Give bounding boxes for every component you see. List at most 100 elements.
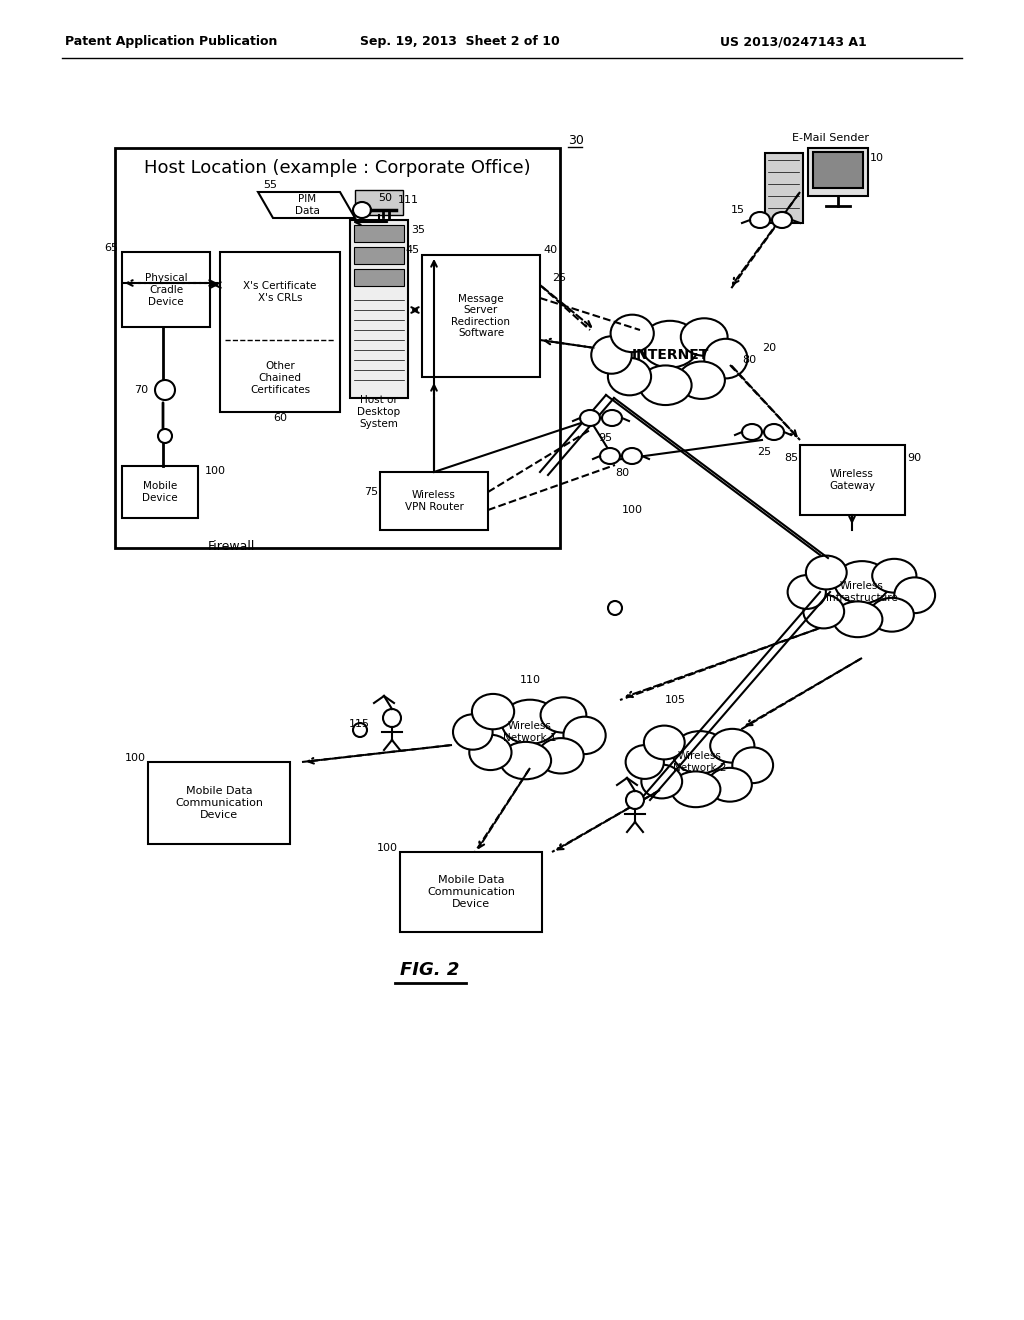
Ellipse shape bbox=[602, 411, 622, 426]
Ellipse shape bbox=[681, 318, 728, 355]
Ellipse shape bbox=[708, 768, 752, 801]
Ellipse shape bbox=[644, 726, 685, 759]
Ellipse shape bbox=[608, 358, 651, 395]
FancyBboxPatch shape bbox=[765, 153, 803, 223]
Text: 100: 100 bbox=[622, 506, 643, 515]
Ellipse shape bbox=[639, 366, 691, 405]
Text: 70: 70 bbox=[134, 385, 148, 395]
FancyBboxPatch shape bbox=[422, 255, 540, 378]
Ellipse shape bbox=[732, 747, 773, 783]
Text: 100: 100 bbox=[205, 466, 226, 477]
Ellipse shape bbox=[453, 714, 493, 750]
Text: 35: 35 bbox=[411, 224, 425, 235]
Ellipse shape bbox=[641, 321, 699, 367]
FancyBboxPatch shape bbox=[354, 269, 404, 286]
Ellipse shape bbox=[869, 598, 913, 632]
Text: 15: 15 bbox=[731, 205, 745, 215]
Ellipse shape bbox=[469, 735, 512, 770]
Ellipse shape bbox=[622, 447, 642, 465]
Ellipse shape bbox=[541, 697, 587, 733]
Ellipse shape bbox=[872, 558, 916, 593]
FancyBboxPatch shape bbox=[355, 190, 403, 215]
Ellipse shape bbox=[787, 576, 826, 609]
Ellipse shape bbox=[610, 314, 653, 352]
Ellipse shape bbox=[538, 738, 584, 774]
Text: 100: 100 bbox=[377, 843, 398, 853]
Text: 111: 111 bbox=[398, 195, 419, 205]
Ellipse shape bbox=[764, 424, 784, 440]
Ellipse shape bbox=[705, 339, 748, 379]
Text: 75: 75 bbox=[364, 487, 378, 498]
Text: FIG. 2: FIG. 2 bbox=[400, 961, 460, 979]
Ellipse shape bbox=[353, 202, 371, 218]
Text: Host Location (example : Corporate Office): Host Location (example : Corporate Offic… bbox=[144, 158, 530, 177]
Text: 85: 85 bbox=[784, 453, 798, 463]
FancyBboxPatch shape bbox=[813, 152, 863, 187]
Text: 80: 80 bbox=[615, 469, 629, 478]
Text: 65: 65 bbox=[104, 243, 118, 253]
Text: 55: 55 bbox=[263, 180, 278, 190]
Ellipse shape bbox=[600, 447, 620, 465]
Text: 20: 20 bbox=[762, 343, 776, 352]
Text: 80: 80 bbox=[742, 355, 756, 366]
Ellipse shape bbox=[806, 556, 847, 590]
Circle shape bbox=[353, 723, 367, 737]
Text: INTERNET: INTERNET bbox=[632, 348, 709, 362]
FancyBboxPatch shape bbox=[400, 851, 542, 932]
Ellipse shape bbox=[500, 742, 551, 779]
Text: Firewall: Firewall bbox=[208, 540, 255, 553]
Ellipse shape bbox=[804, 594, 844, 628]
Text: Message
Server
Redirection
Software: Message Server Redirection Software bbox=[452, 293, 511, 338]
Text: 90: 90 bbox=[907, 453, 922, 463]
Text: 115: 115 bbox=[349, 719, 370, 729]
Text: 110: 110 bbox=[519, 675, 541, 685]
Text: Wireless
Network 2: Wireless Network 2 bbox=[673, 751, 727, 772]
Ellipse shape bbox=[671, 771, 721, 807]
Text: Mobile
Device: Mobile Device bbox=[142, 482, 178, 503]
Text: 10: 10 bbox=[870, 153, 884, 162]
FancyBboxPatch shape bbox=[148, 762, 290, 843]
Text: 105: 105 bbox=[665, 696, 686, 705]
Text: Mobile Data
Communication
Device: Mobile Data Communication Device bbox=[175, 787, 263, 820]
FancyBboxPatch shape bbox=[350, 220, 408, 399]
FancyBboxPatch shape bbox=[380, 473, 488, 531]
Polygon shape bbox=[258, 191, 355, 218]
Ellipse shape bbox=[626, 744, 664, 779]
Text: Wireless
VPN Router: Wireless VPN Router bbox=[404, 490, 464, 512]
FancyBboxPatch shape bbox=[354, 224, 404, 242]
Circle shape bbox=[158, 429, 172, 444]
Text: 45: 45 bbox=[406, 246, 420, 255]
Text: Wireless
Network 1: Wireless Network 1 bbox=[503, 721, 557, 743]
Ellipse shape bbox=[711, 729, 755, 763]
Ellipse shape bbox=[580, 411, 600, 426]
Ellipse shape bbox=[835, 561, 890, 603]
FancyBboxPatch shape bbox=[122, 466, 198, 517]
Ellipse shape bbox=[772, 213, 792, 228]
Circle shape bbox=[383, 709, 401, 727]
Text: 25: 25 bbox=[757, 447, 771, 457]
Text: PIM
Data: PIM Data bbox=[295, 194, 319, 215]
Text: Wireless
Gateway: Wireless Gateway bbox=[829, 469, 874, 491]
FancyBboxPatch shape bbox=[115, 148, 560, 548]
Circle shape bbox=[155, 380, 175, 400]
Text: 60: 60 bbox=[273, 413, 287, 422]
Circle shape bbox=[626, 791, 644, 809]
Ellipse shape bbox=[742, 424, 762, 440]
Text: 95: 95 bbox=[598, 433, 612, 444]
Ellipse shape bbox=[641, 764, 682, 799]
Ellipse shape bbox=[591, 337, 632, 374]
Text: X's Certificate
X's CRLs: X's Certificate X's CRLs bbox=[244, 281, 316, 302]
Ellipse shape bbox=[673, 731, 728, 774]
Text: 50: 50 bbox=[378, 193, 392, 203]
FancyBboxPatch shape bbox=[354, 247, 404, 264]
Text: US 2013/0247143 A1: US 2013/0247143 A1 bbox=[720, 36, 866, 49]
Text: 30: 30 bbox=[568, 133, 584, 147]
FancyBboxPatch shape bbox=[122, 252, 210, 327]
Text: Wireless
Infrastructure: Wireless Infrastructure bbox=[826, 581, 898, 603]
Ellipse shape bbox=[502, 700, 559, 744]
Text: 100: 100 bbox=[125, 752, 146, 763]
Ellipse shape bbox=[563, 717, 605, 754]
FancyBboxPatch shape bbox=[220, 252, 340, 412]
FancyBboxPatch shape bbox=[800, 445, 905, 515]
Ellipse shape bbox=[472, 694, 514, 729]
